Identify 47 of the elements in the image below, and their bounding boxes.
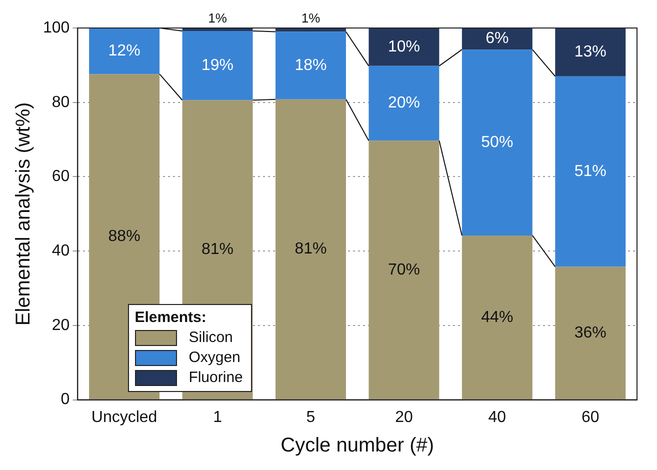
y-tick-label: 100 xyxy=(42,19,70,36)
series-label: Silicon xyxy=(188,328,233,348)
bar xyxy=(89,28,160,74)
data-label: 44% xyxy=(481,308,514,326)
data-label: 36% xyxy=(574,324,606,342)
data-label: 70% xyxy=(388,261,420,278)
data-label: 1% xyxy=(208,10,228,26)
bar xyxy=(462,235,532,400)
x-tick-label: Uncycled xyxy=(91,408,158,426)
data-label: 19% xyxy=(202,56,234,74)
bar xyxy=(555,266,626,400)
data-label: 88% xyxy=(108,228,140,246)
x-tick-label: 20 xyxy=(395,408,413,426)
x-tick-label: 60 xyxy=(581,408,600,426)
y-tick-label: 60 xyxy=(52,168,70,186)
legend-label: Fluorine xyxy=(188,368,243,388)
data-label: 81% xyxy=(202,241,234,258)
y-axis-title: Elemental analysis (wt%) xyxy=(12,102,35,326)
bar xyxy=(276,99,346,400)
y-tick-label: 20 xyxy=(52,316,70,334)
bar xyxy=(368,140,440,400)
x-tick-label: 5 xyxy=(306,408,316,426)
y-tick-label: 0 xyxy=(60,391,70,408)
data-label: 1% xyxy=(301,10,321,26)
y-tick-label: 80 xyxy=(52,94,70,111)
data-label: 81% xyxy=(294,240,327,258)
bar xyxy=(462,50,532,236)
bar xyxy=(182,30,253,100)
bar xyxy=(368,28,440,66)
data-label: 18% xyxy=(294,56,327,74)
data-label: 10% xyxy=(388,38,420,56)
x-tick-label: 1 xyxy=(213,408,222,426)
y-tick-label: 40 xyxy=(52,242,70,260)
data-label: 6% xyxy=(486,30,509,48)
data-label: 51% xyxy=(574,162,606,180)
bar xyxy=(555,76,626,267)
legend-title: Elements: xyxy=(134,308,208,328)
data-label: 12% xyxy=(108,42,140,60)
legend-label: Oxygen xyxy=(188,348,240,368)
data-label: 13% xyxy=(574,44,606,61)
bar xyxy=(276,32,346,100)
data-label: 20% xyxy=(388,94,420,112)
bar xyxy=(555,28,626,76)
data-label: 50% xyxy=(481,134,514,151)
x-tick-label: 40 xyxy=(488,408,506,426)
x-axis-title: Cycle number (#) xyxy=(280,434,434,457)
bar xyxy=(368,66,440,141)
